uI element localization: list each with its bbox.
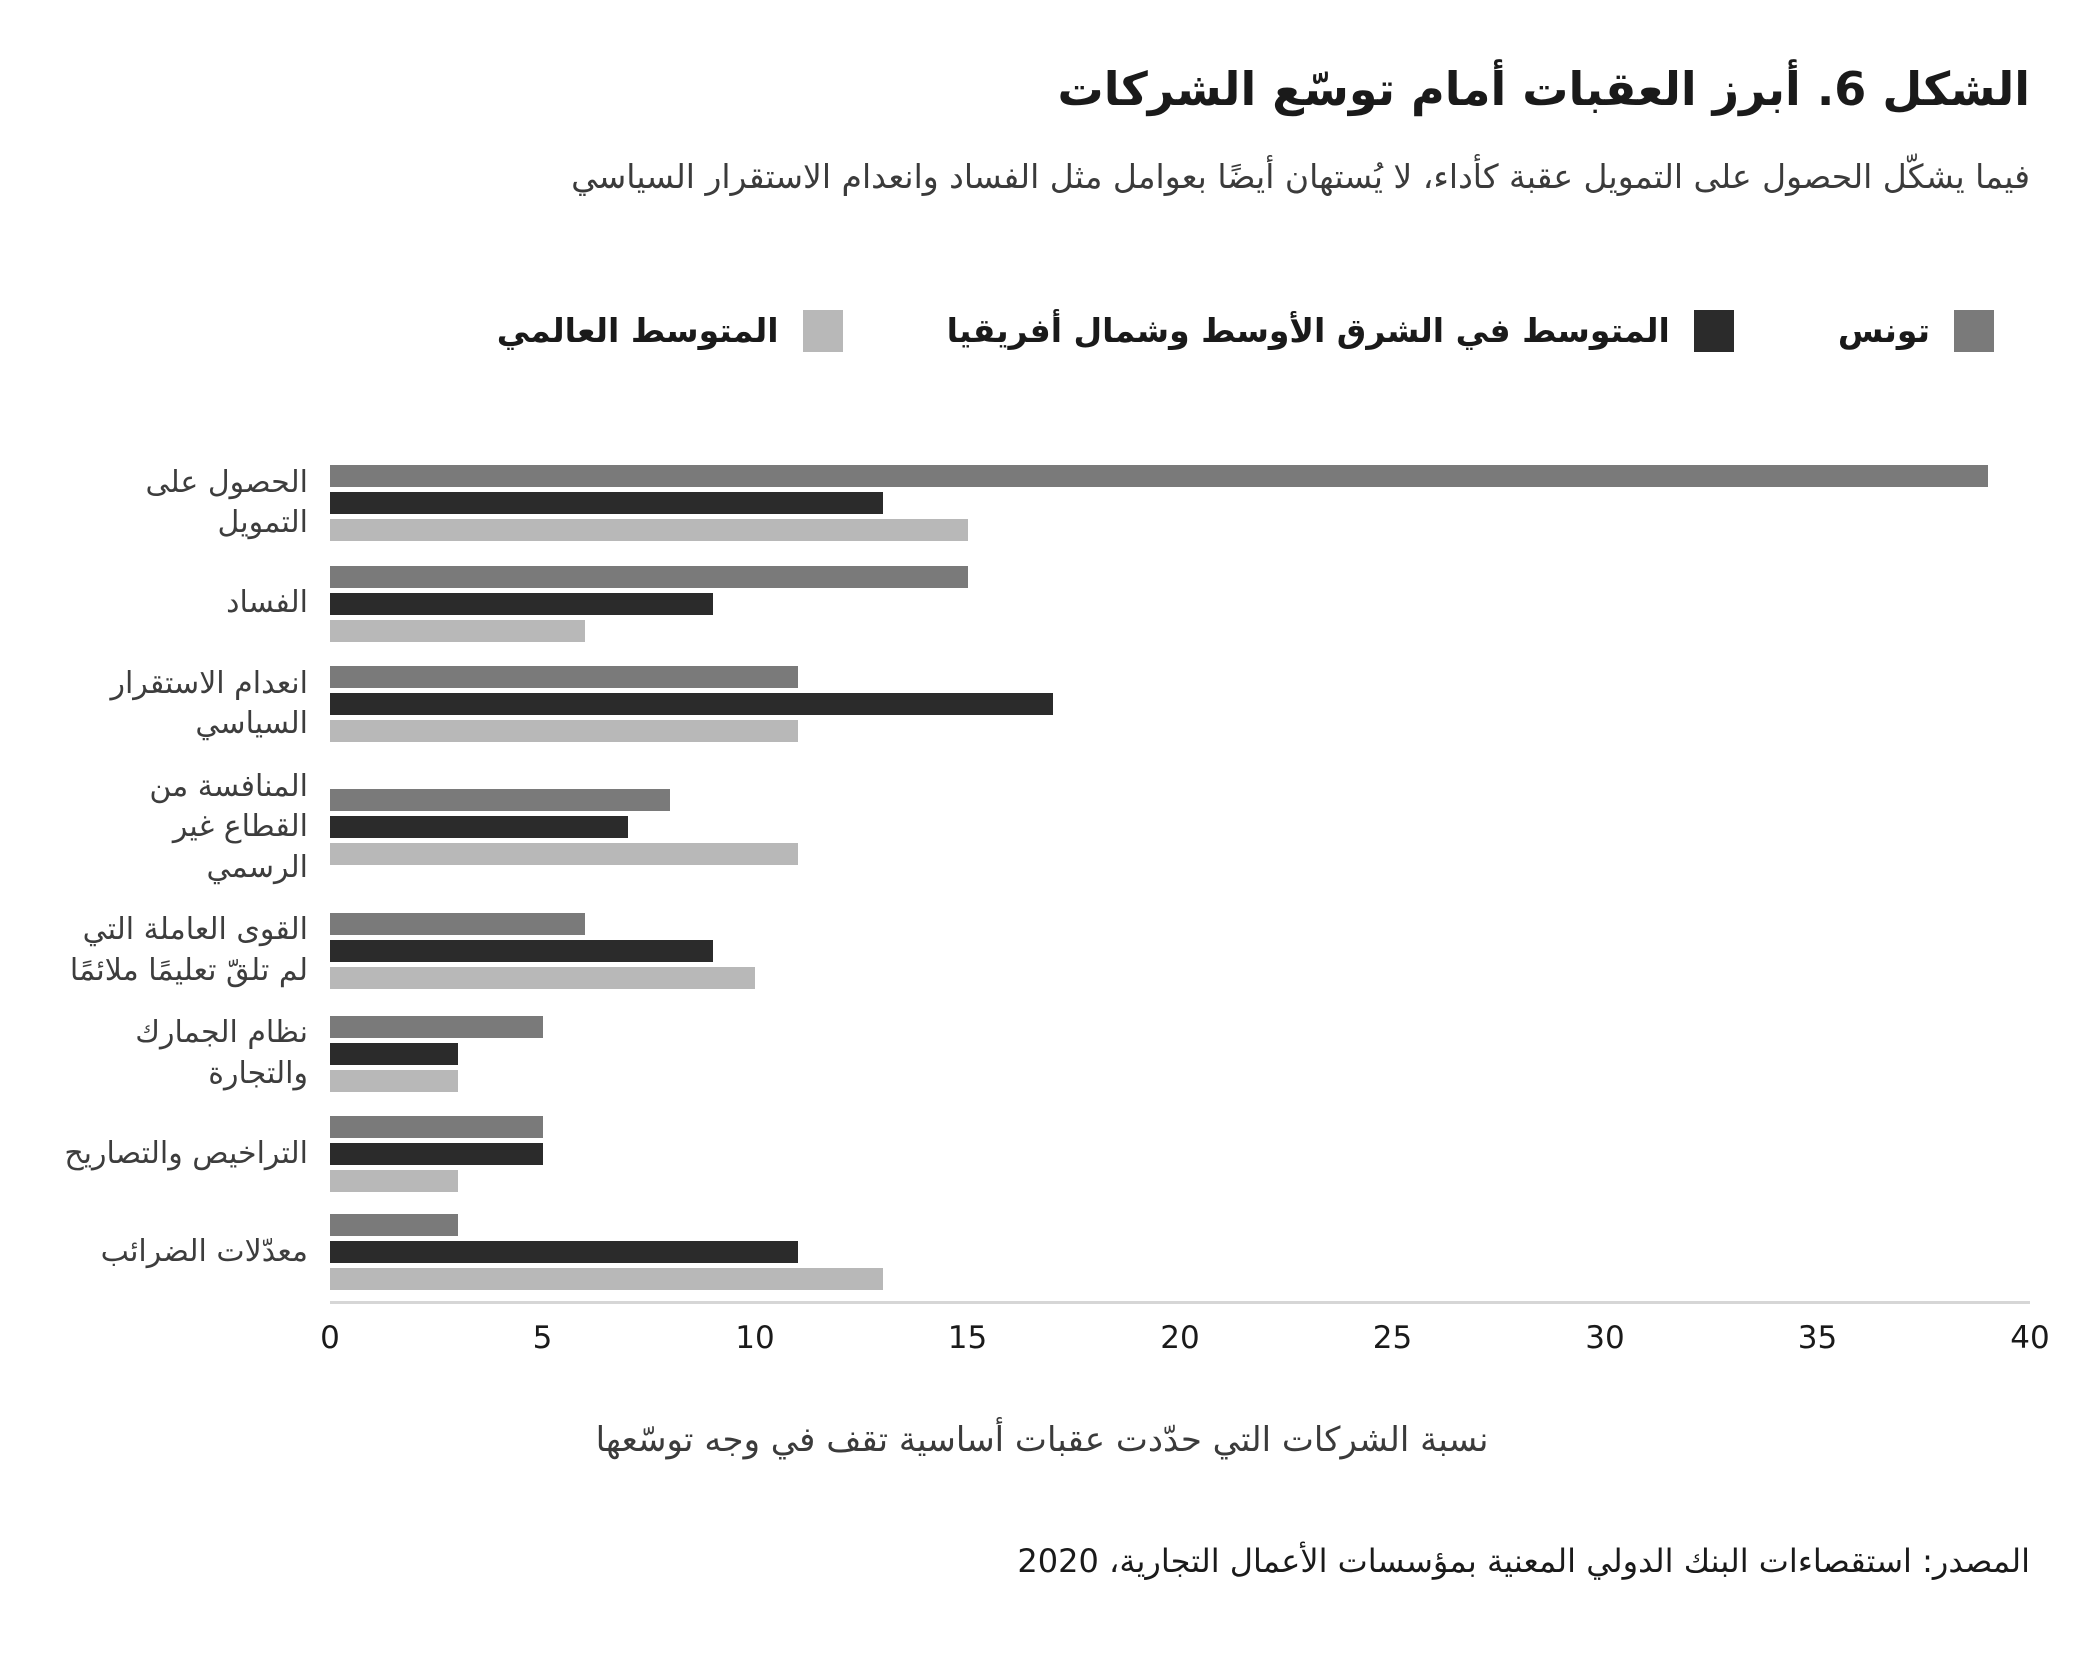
legend-swatch-mena-average xyxy=(1693,309,1734,352)
chart-row: انعدام الاستقرار السياسي xyxy=(54,653,2030,756)
bar-global-average xyxy=(330,1170,458,1192)
x-axis-tick: 35 xyxy=(1797,1320,1838,1356)
category-label: المنافسة من القطاع غير الرسمي xyxy=(149,768,308,885)
legend-item-global-average: المتوسط العالمي xyxy=(496,309,843,352)
category-label: القوى العاملة التي لم تلقّ تعليمًا ملائم… xyxy=(69,912,308,988)
bar-mena-average xyxy=(330,492,883,514)
bar-global-average xyxy=(330,966,755,989)
chart-row: الفساد xyxy=(54,555,2030,653)
chart-legend: تونس المتوسط في الشرق الأوسط وشمال أفريقي… xyxy=(54,309,2030,352)
category-label: الفساد xyxy=(226,585,308,621)
chart-row: التراخيص والتصاريح xyxy=(54,1105,2030,1203)
bar-global-average xyxy=(330,720,798,742)
bar-mena-average xyxy=(330,816,628,839)
legend-swatch-global-average xyxy=(802,309,843,352)
chart-row: القوى العاملة التي لم تلقّ تعليمًا ملائم… xyxy=(54,899,2030,1002)
chart-row: المنافسة من القطاع غير الرسمي xyxy=(54,756,2030,900)
bar-global-average xyxy=(330,519,968,541)
chart-rows: الحصول على التمويل الفساد انعدام الاستقرار… xyxy=(54,452,2030,1302)
bar-group xyxy=(330,789,2030,866)
source-note: المصدر: استقصاءات البنك الدولي المعنية ب… xyxy=(1017,1542,2030,1580)
bar-mena-average xyxy=(330,1143,543,1165)
legend-swatch-tunisia xyxy=(1954,309,1994,352)
category-label: انعدام الاستقرار السياسي xyxy=(110,665,308,742)
bar-mena-average xyxy=(330,1241,798,1263)
bar-tunisia xyxy=(330,789,670,812)
bar-group xyxy=(330,666,2030,742)
bar-global-average xyxy=(330,619,585,642)
category-label: الحصول على التمويل xyxy=(145,464,308,541)
bar-chart: الحصول على التمويل الفساد انعدام الاستقرار… xyxy=(54,452,2050,1375)
bar-mena-average xyxy=(330,592,713,615)
figure-title: الشكل 6. أبرز العقبات أمام توسّع الشركات xyxy=(1057,62,2031,116)
category-label: التراخيص والتصاريح xyxy=(64,1135,308,1171)
bar-group xyxy=(330,912,2030,989)
x-axis-tick: 25 xyxy=(1372,1320,1413,1356)
bar-tunisia xyxy=(330,465,1988,487)
bar-mena-average xyxy=(330,1042,458,1065)
category-label: معدّلات الضرائب xyxy=(100,1233,308,1269)
x-axis: 0 5 10 15 20 25 30 35 40 xyxy=(54,1301,2050,1374)
chart-row: الحصول على التمويل xyxy=(54,452,2030,555)
x-axis-tick: 10 xyxy=(735,1320,775,1356)
bar-tunisia xyxy=(330,1214,458,1236)
x-axis-tick: 40 xyxy=(2010,1320,2050,1356)
legend-item-tunisia: تونس xyxy=(1837,309,1994,352)
x-axis-ticks: 0 5 10 15 20 25 30 35 40 xyxy=(320,1301,2050,1374)
bar-group xyxy=(330,465,2030,541)
bar-tunisia xyxy=(330,1116,543,1138)
bar-tunisia xyxy=(330,666,798,688)
figure-subtitle: فيما يشكّل الحصول على التمويل عقبة كأداء… xyxy=(571,157,2030,196)
bar-global-average xyxy=(330,1268,883,1290)
chart-row: نظام الجمارك والتجارة xyxy=(54,1002,2030,1105)
x-axis-title: نسبة الشركات التي حدّدت عقبات أساسية تقف… xyxy=(595,1420,1489,1460)
x-axis-spacer xyxy=(54,1301,330,1374)
bar-mena-average xyxy=(330,939,713,962)
x-axis-tick: 15 xyxy=(947,1320,988,1356)
legend-label-tunisia: تونس xyxy=(1837,311,1930,350)
bar-group xyxy=(330,1116,2030,1192)
bar-tunisia xyxy=(330,912,585,935)
bar-tunisia xyxy=(330,565,968,588)
bar-group xyxy=(330,565,2030,642)
bar-group xyxy=(330,1015,2030,1092)
x-axis-tick: 30 xyxy=(1585,1320,1625,1356)
bar-group xyxy=(330,1214,2030,1290)
legend-item-mena-average: المتوسط في الشرق الأوسط وشمال أفريقيا xyxy=(946,309,1734,352)
x-axis-tick: 0 xyxy=(320,1320,340,1356)
bar-tunisia xyxy=(330,1015,543,1038)
category-label: نظام الجمارك والتجارة xyxy=(135,1015,308,1091)
legend-label-global-average: المتوسط العالمي xyxy=(496,311,779,350)
bar-mena-average xyxy=(330,693,1053,715)
legend-label-mena-average: المتوسط في الشرق الأوسط وشمال أفريقيا xyxy=(946,311,1670,350)
x-axis-tick: 5 xyxy=(532,1320,553,1356)
bar-global-average xyxy=(330,843,798,866)
bar-global-average xyxy=(330,1069,458,1092)
x-axis-tick: 20 xyxy=(1160,1320,1200,1356)
chart-row: معدّلات الضرائب xyxy=(54,1203,2030,1301)
